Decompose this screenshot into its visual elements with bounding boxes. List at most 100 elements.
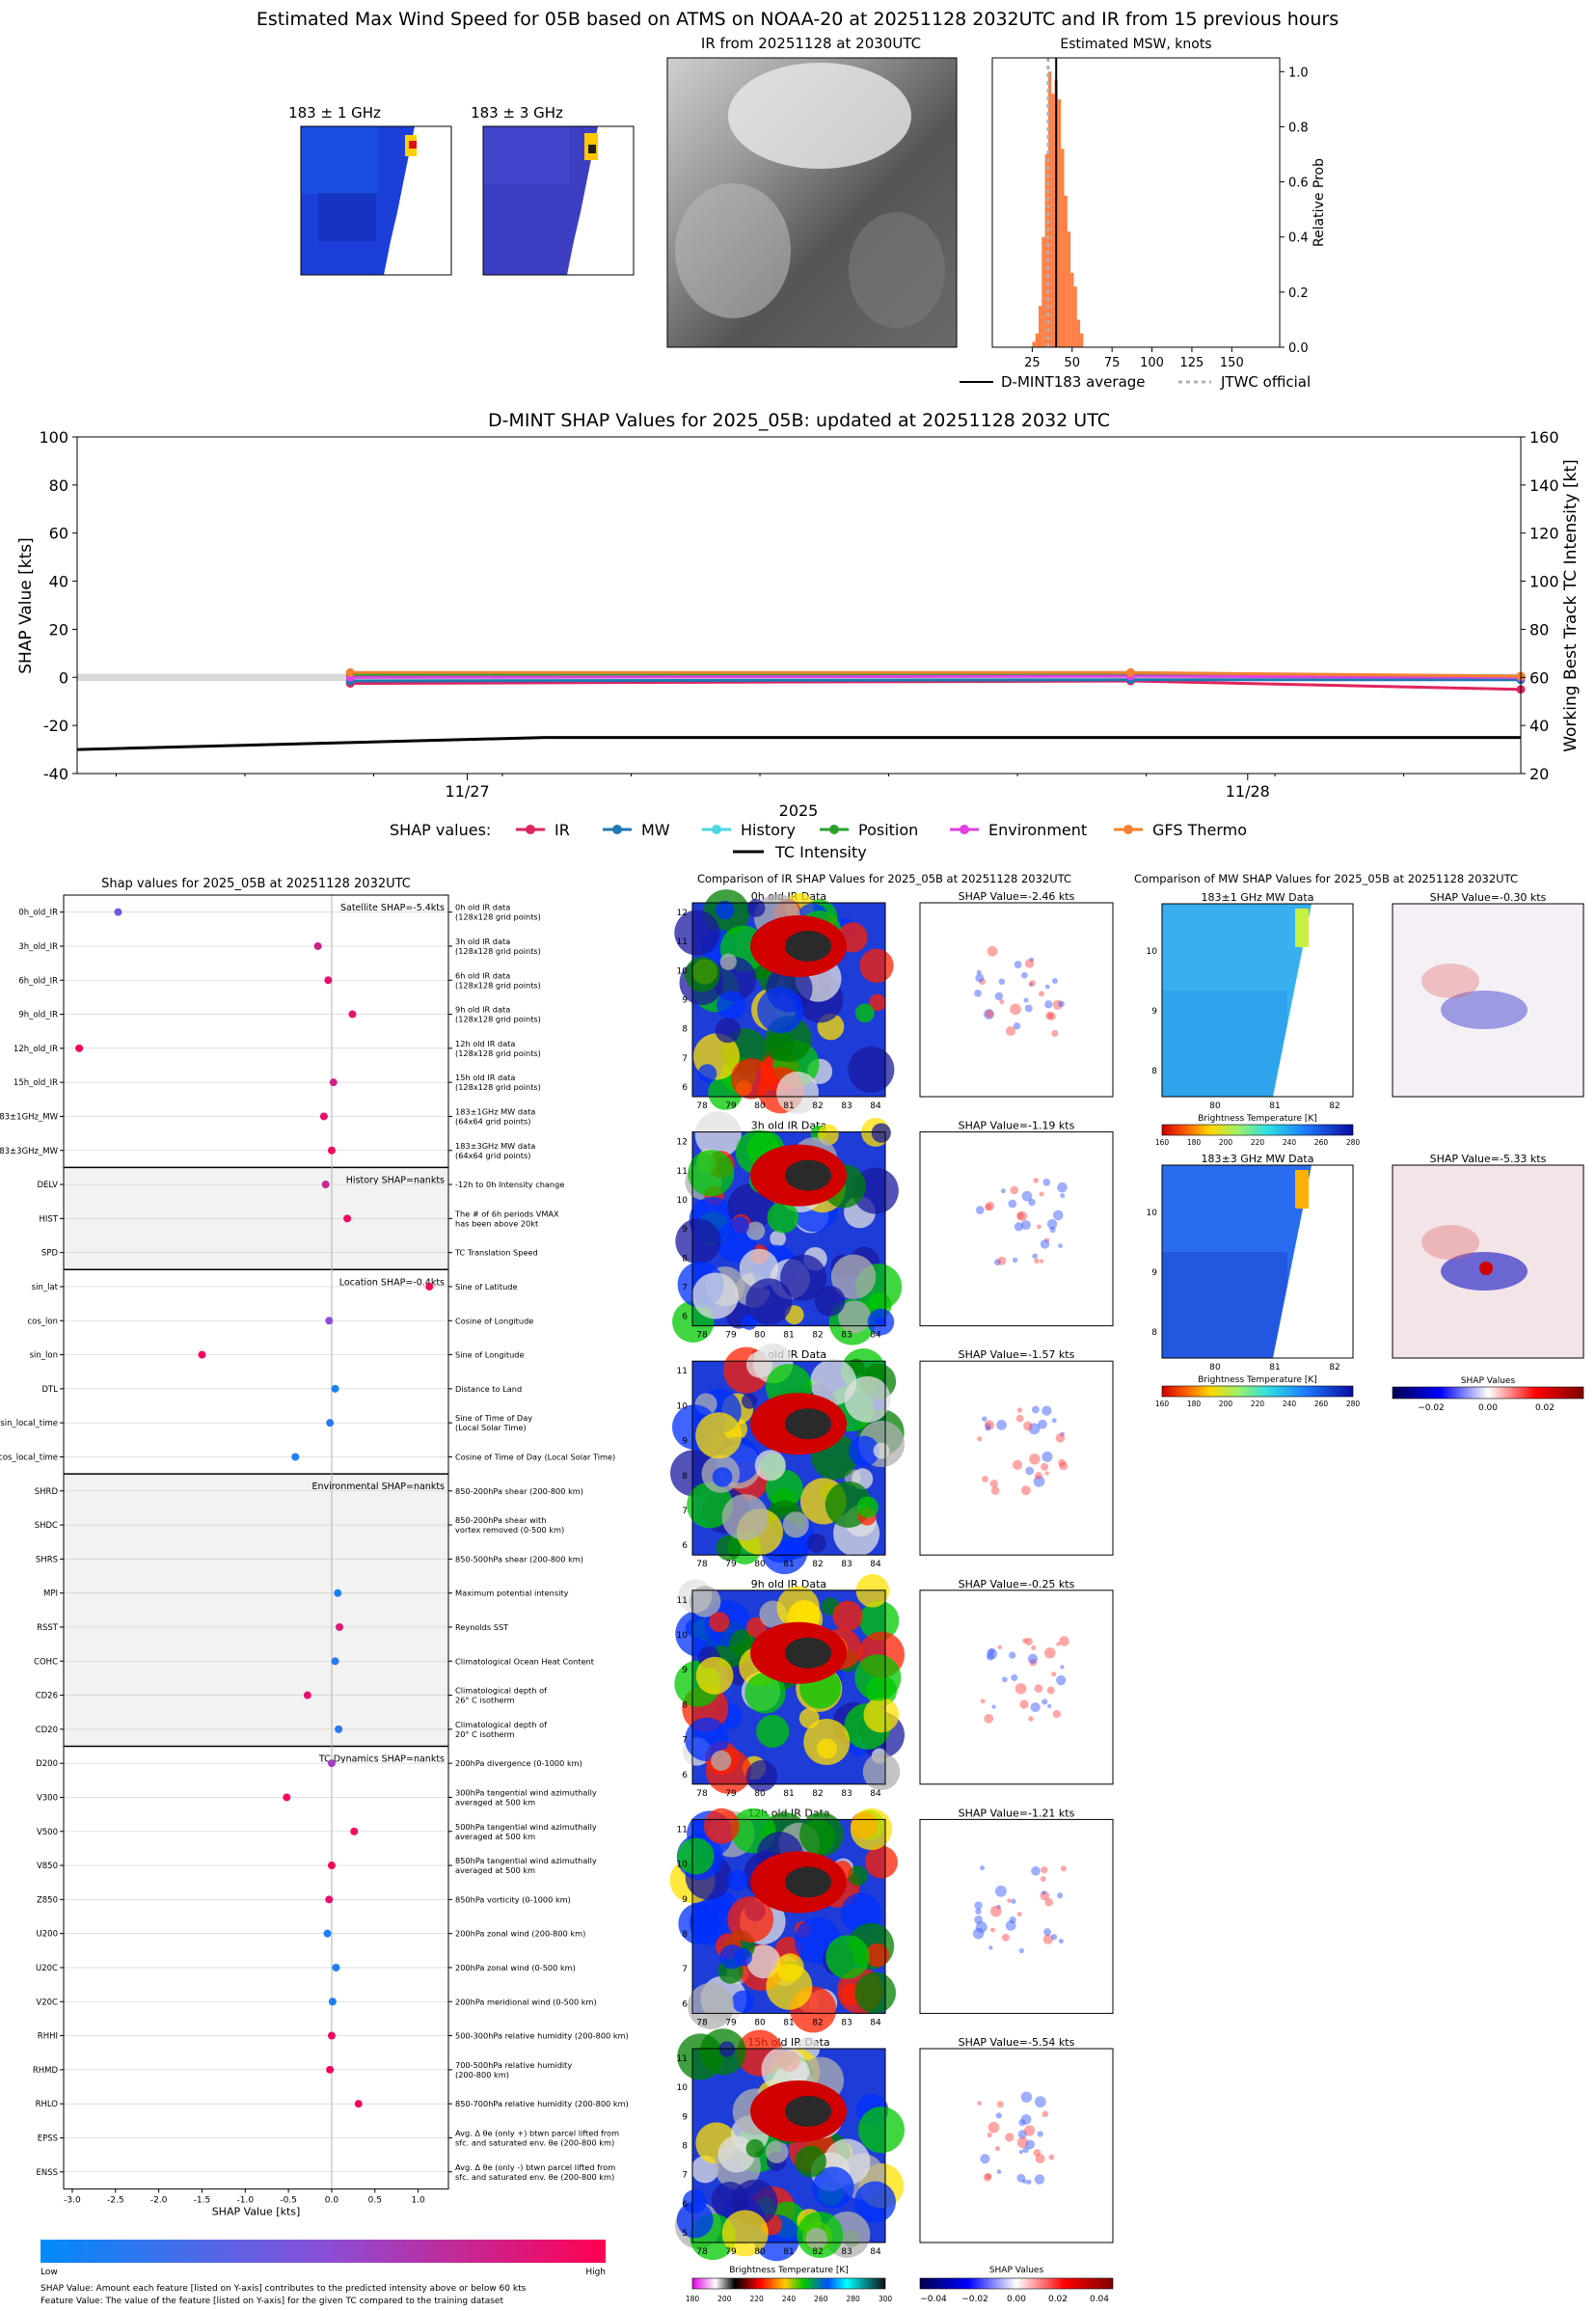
feature-point — [331, 1384, 339, 1393]
ir-shap-blob — [1042, 1178, 1051, 1186]
mw-warm-edge — [1295, 909, 1309, 947]
ir-shap-blob — [1013, 1021, 1021, 1030]
mw-bt-tick: 180 — [1187, 1138, 1202, 1147]
feature-point — [323, 1929, 332, 1938]
ir-data-blob — [780, 1254, 827, 1301]
ir-data-blob — [776, 1072, 819, 1114]
ir-ytick-label: 6 — [682, 1083, 688, 1093]
legend-dmint-label: D-MINT183 average — [1001, 373, 1146, 391]
ir-data-frame — [691, 1590, 886, 1785]
ir-shap-blob — [1041, 2110, 1049, 2118]
mw-shap-peak — [1479, 1262, 1493, 1275]
ir-shap-blob — [1021, 1190, 1033, 1202]
ir-data-frame — [691, 2048, 886, 2243]
ts-legend-label: History — [741, 821, 796, 839]
histogram-ytick-label: 0.4 — [1288, 231, 1309, 246]
ir-shap-blob — [994, 992, 1004, 1001]
histogram-xtick-label: 100 — [1140, 356, 1164, 370]
ir-shap-blob — [987, 945, 998, 957]
mw-bt-tick: 260 — [1314, 1400, 1329, 1408]
mw-data-patch — [1162, 1252, 1287, 1358]
mw-xtick-label: 82 — [1329, 1363, 1339, 1373]
feature-xtick-label: 1.0 — [411, 2195, 425, 2205]
ir-ytick-label: 11 — [677, 1825, 688, 1835]
ir-shap-blob — [1005, 2133, 1014, 2142]
ir-xtick-label: 83 — [841, 2018, 852, 2027]
series-line-ir — [350, 679, 1522, 692]
ir-ytick-label: 11 — [677, 938, 688, 947]
ir-shap-blob — [975, 1206, 985, 1214]
ir-shap-blob — [1034, 1684, 1043, 1693]
ir-shap-blob — [990, 1486, 1000, 1495]
ir-shap-blob — [1026, 2179, 1032, 2185]
ir-data-blob — [767, 1201, 799, 1234]
ts-legend-marker — [612, 825, 622, 834]
ir-data-blob — [848, 1435, 879, 1467]
ir-shap-blob — [1010, 1003, 1021, 1016]
ir-shap-blob — [987, 2132, 992, 2138]
feature-point — [283, 1793, 291, 1802]
ts-legend-label: Environment — [988, 821, 1087, 839]
feature-point — [332, 1963, 340, 1971]
feature-description: 850hPa tangential wind azimuthally — [455, 1856, 597, 1865]
ir-xtick-label: 81 — [783, 1560, 794, 1569]
ir-shap-title: SHAP Value=-5.54 kts — [959, 2036, 1075, 2049]
ir-data-blob — [731, 1216, 750, 1236]
feature-point — [354, 2100, 363, 2108]
ir-shap-blob — [1041, 1462, 1049, 1471]
feature-description: 300hPa tangential wind azimuthally — [455, 1787, 597, 1797]
ir-data-blob — [814, 1286, 846, 1317]
feature-name: COHC — [34, 1657, 58, 1667]
feature-description: Climatological depth of — [455, 1686, 548, 1696]
ts-y2tick-label: 20 — [1529, 765, 1549, 783]
ir-xtick-label: 83 — [841, 1331, 852, 1341]
ir-shap-blob — [998, 978, 1006, 986]
feature-description: The # of 6h periods VMAX — [454, 1209, 559, 1218]
feature-point — [291, 1453, 300, 1461]
feature-name: U200 — [37, 1930, 58, 1940]
ts-ytick-label: 100 — [39, 428, 68, 447]
mw-bt-tick: 260 — [1314, 1138, 1329, 1147]
ir-data-blob — [721, 1494, 769, 1541]
feature-name: SHRD — [35, 1487, 59, 1497]
ir-data-blob — [746, 1944, 781, 1979]
ir-shap-blob — [1001, 1933, 1010, 1942]
ir-shap-blob — [997, 1256, 1007, 1265]
ir-shap-blob — [1005, 1026, 1016, 1037]
ir-shap-blob — [989, 1480, 998, 1488]
ir-data-blob — [745, 1760, 778, 1792]
ir-ytick-label: 6 — [682, 1313, 688, 1322]
feature-xtick-label: -3.0 — [64, 2195, 81, 2205]
ir-ytick-label: 11 — [677, 1596, 688, 1606]
ir-shap-blob — [1014, 1682, 1027, 1695]
feature-name: 15h_old_IR — [14, 1078, 58, 1088]
ir-shap-blob — [1051, 1418, 1057, 1424]
feature-name: SHRS — [36, 1555, 58, 1564]
feature-name: V20C — [36, 1998, 58, 2007]
mw-no-data-region — [1273, 1165, 1353, 1358]
feature-name: 12h_old_IR — [14, 1045, 58, 1054]
histogram-xtick-label: 75 — [1104, 356, 1121, 370]
feature-frame — [63, 894, 449, 2189]
histogram-ytick-label: 1.0 — [1288, 66, 1309, 80]
ir-bt-tick: 280 — [847, 2295, 861, 2303]
feature-description: Sine of Latitude — [455, 1282, 518, 1291]
feature-description: (64x64 grid points) — [455, 1151, 530, 1160]
feature-description: 12h old IR data — [455, 1039, 515, 1048]
ts-ytick-label: 0 — [59, 668, 68, 687]
ir-xtick-label: 80 — [754, 1560, 766, 1569]
mw-xtick-label: 82 — [1329, 1101, 1339, 1111]
ir-shap-blob — [1028, 1198, 1036, 1207]
ir-shap-blob — [975, 973, 985, 983]
ir-shap-blob — [1010, 1185, 1019, 1195]
ir-shap-blob — [1024, 1004, 1033, 1013]
ir-shap-blob — [980, 1699, 986, 1704]
ir-shap-blob — [1059, 1461, 1069, 1471]
mw-bt-tick: 160 — [1155, 1138, 1170, 1147]
ir-data-blob — [863, 1697, 900, 1733]
ir-data-blob — [854, 1971, 897, 2014]
ir-data-blob — [805, 2227, 828, 2250]
ir-shap-blob — [976, 969, 982, 975]
mw-data-title: 183±1 GHz MW Data — [1202, 891, 1314, 904]
feature-name: U20C — [36, 1964, 58, 1973]
